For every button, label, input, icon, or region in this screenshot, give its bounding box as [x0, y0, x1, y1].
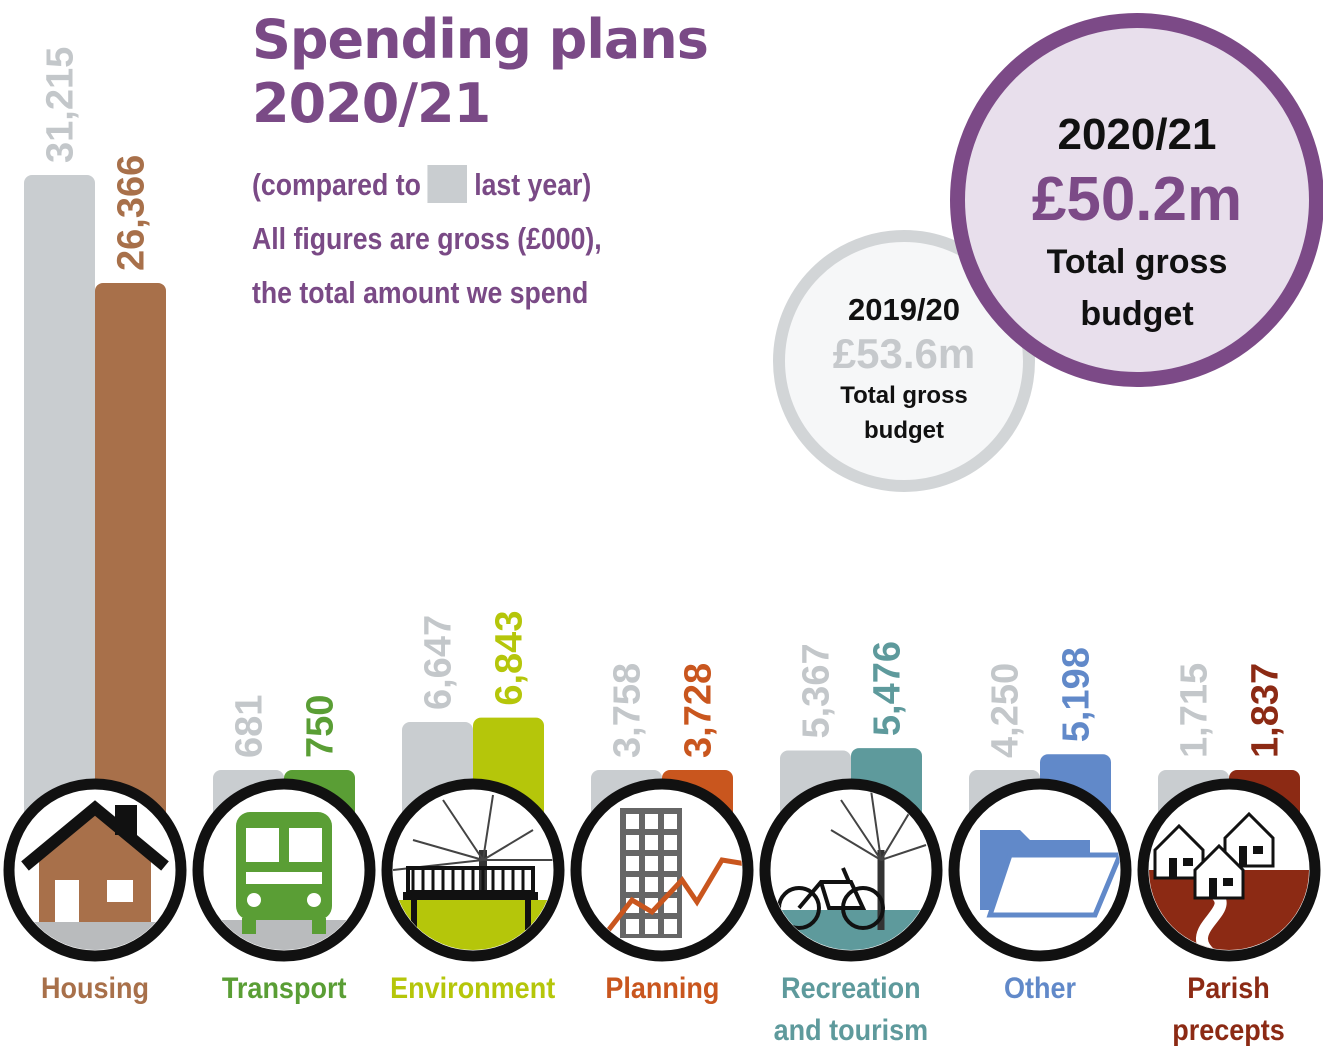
- value-label-current-7: 1,837: [1245, 663, 1287, 758]
- last-year-swatch: [427, 165, 468, 203]
- value-label-current-4: 3,728: [678, 663, 720, 758]
- title-line-1: Spending plans: [252, 8, 709, 71]
- category-label-5: Recreation and tourism: [751, 968, 951, 1052]
- chart-title: Spending plans 2020/21: [252, 8, 709, 136]
- park-bench-icon: [381, 778, 565, 962]
- category-label-1: Housing: [0, 968, 195, 1010]
- category-label-text: Recreation and tourism: [773, 972, 929, 1047]
- category-label-text: Housing: [41, 972, 149, 1005]
- previous-budget-label-2: budget: [864, 417, 944, 444]
- current-budget-amount: £50.2m: [1031, 165, 1243, 234]
- category-label-text: Parish precepts: [1172, 972, 1286, 1047]
- compared-prefix: (compared to: [252, 167, 421, 202]
- category-label-2: Transport: [184, 968, 384, 1010]
- previous-budget-year: 2019/20: [847, 292, 961, 327]
- category-label-text: Other: [1003, 972, 1076, 1005]
- title-line-2: 2020/21: [252, 72, 491, 135]
- category-label-7: Parish precepts: [1129, 968, 1323, 1052]
- building-growth-icon: [570, 778, 754, 962]
- category-label-6: Other: [940, 968, 1140, 1010]
- value-label-previous-6: 4,250: [985, 663, 1027, 758]
- folder-icon: [948, 778, 1132, 962]
- bicycle-tree-icon: [759, 778, 943, 962]
- value-label-previous-1: 31,215: [40, 47, 82, 163]
- subtitle-line-1: (compared to last year): [252, 158, 602, 212]
- value-label-current-1: 26,366: [111, 155, 153, 271]
- compared-suffix: last year): [474, 167, 592, 202]
- category-label-text: Transport: [221, 972, 347, 1005]
- current-budget-label-2: budget: [1080, 295, 1194, 333]
- current-budget-year: 2020/21: [1057, 110, 1217, 159]
- value-label-current-5: 5,476: [867, 641, 909, 736]
- bus-icon: [192, 778, 376, 962]
- subtitle: (compared to last year) All figures are g…: [252, 158, 659, 320]
- value-label-current-6: 5,198: [1056, 647, 1098, 742]
- value-label-previous-5: 5,367: [796, 643, 838, 738]
- value-label-previous-7: 1,715: [1174, 663, 1216, 758]
- house-icon: [3, 778, 187, 962]
- current-budget-label-1: Total gross: [1046, 243, 1228, 281]
- houses-road-icon: [1137, 778, 1321, 962]
- subtitle-line-3: the total amount we spend: [252, 275, 589, 310]
- category-label-text: Environment: [390, 972, 556, 1005]
- value-label-previous-2: 681: [229, 695, 271, 758]
- category-label-text: Planning: [604, 972, 719, 1005]
- value-label-current-2: 750: [300, 695, 342, 758]
- category-label-4: Planning: [562, 968, 762, 1010]
- subtitle-line-2: All figures are gross (£000),: [252, 221, 602, 256]
- previous-budget-amount: £53.6m: [832, 330, 976, 377]
- value-label-previous-3: 6,647: [418, 615, 460, 710]
- previous-budget-label-1: Total gross: [840, 382, 968, 409]
- bar-current-1: [95, 282, 166, 881]
- value-label-previous-4: 3,758: [607, 663, 649, 758]
- bar-previous-1: [24, 175, 95, 880]
- category-label-3: Environment: [373, 968, 573, 1010]
- current-budget-bubble: 2020/21 £50.2m Total gross budget: [950, 13, 1323, 387]
- value-label-current-3: 6,843: [489, 611, 531, 706]
